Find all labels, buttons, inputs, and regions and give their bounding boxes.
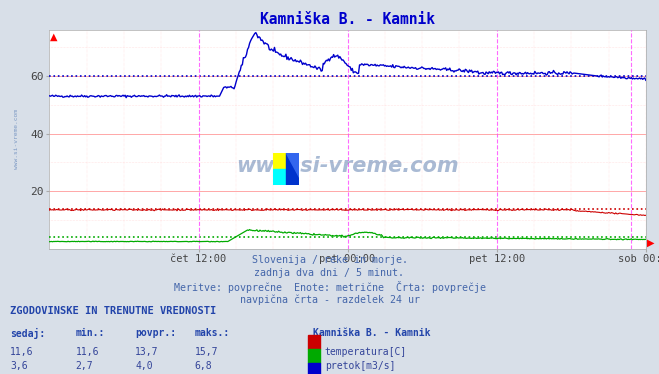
Text: Kamniška B. - Kamnik: Kamniška B. - Kamnik bbox=[313, 328, 430, 338]
Bar bbox=[308, 335, 320, 349]
Text: min.:: min.: bbox=[76, 328, 105, 338]
Text: www.si-vreme.com: www.si-vreme.com bbox=[237, 156, 459, 175]
Bar bbox=[308, 364, 320, 374]
Text: 3,6: 3,6 bbox=[10, 361, 28, 371]
Text: Slovenija / reke in morje.: Slovenija / reke in morje. bbox=[252, 255, 407, 265]
Text: 6,8: 6,8 bbox=[194, 361, 212, 371]
Text: temperatura[C]: temperatura[C] bbox=[325, 347, 407, 357]
Text: 4,0: 4,0 bbox=[135, 361, 153, 371]
Text: maks.:: maks.: bbox=[194, 328, 229, 338]
Text: 15,7: 15,7 bbox=[194, 347, 218, 357]
Bar bbox=[286, 153, 299, 185]
Text: ZGODOVINSKE IN TRENUTNE VREDNOSTI: ZGODOVINSKE IN TRENUTNE VREDNOSTI bbox=[10, 307, 216, 316]
Text: pretok[m3/s]: pretok[m3/s] bbox=[325, 361, 395, 371]
Text: povpr.:: povpr.: bbox=[135, 328, 176, 338]
Text: www.si-vreme.com: www.si-vreme.com bbox=[14, 109, 19, 169]
Title: Kamniška B. - Kamnik: Kamniška B. - Kamnik bbox=[260, 12, 435, 27]
Text: ▶: ▶ bbox=[647, 237, 654, 248]
Text: 2,7: 2,7 bbox=[76, 361, 94, 371]
Text: 13,7: 13,7 bbox=[135, 347, 159, 357]
Text: Meritve: povprečne  Enote: metrične  Črta: povprečje: Meritve: povprečne Enote: metrične Črta:… bbox=[173, 281, 486, 293]
Text: sedaj:: sedaj: bbox=[10, 328, 45, 339]
Text: 11,6: 11,6 bbox=[76, 347, 100, 357]
Text: 11,6: 11,6 bbox=[10, 347, 34, 357]
Text: navpična črta - razdelek 24 ur: navpična črta - razdelek 24 ur bbox=[239, 294, 420, 305]
Bar bbox=[273, 153, 286, 169]
Bar bbox=[308, 349, 320, 364]
Text: zadnja dva dni / 5 minut.: zadnja dva dni / 5 minut. bbox=[254, 268, 405, 278]
Polygon shape bbox=[286, 153, 299, 177]
Text: ▲: ▲ bbox=[50, 32, 57, 42]
Bar bbox=[273, 169, 286, 185]
